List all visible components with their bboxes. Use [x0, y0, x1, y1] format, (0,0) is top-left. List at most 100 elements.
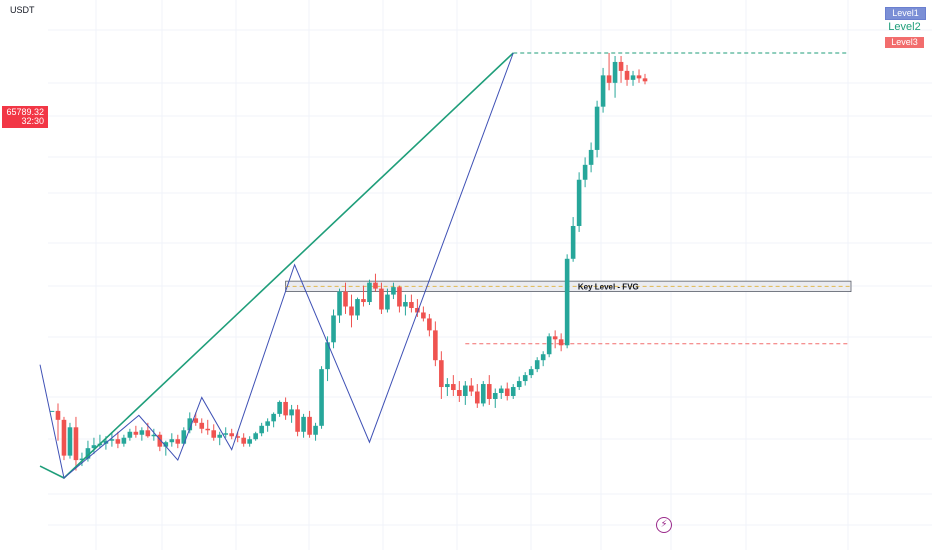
candle-body [103, 440, 109, 444]
candle-body [241, 437, 246, 444]
candle-body [181, 430, 187, 444]
candle-body [55, 410, 61, 420]
candle-body [49, 410, 55, 412]
candle-body [612, 61, 618, 83]
candle-body [235, 436, 240, 438]
candle-body [564, 258, 570, 346]
candle-body [522, 375, 528, 382]
candle-body [480, 384, 486, 404]
candle-body [552, 336, 558, 340]
candle-body [109, 439, 115, 441]
candle-body [469, 385, 474, 392]
candle-body [79, 458, 85, 461]
candle-body [211, 430, 217, 438]
candle-body [91, 445, 97, 449]
candle-body [157, 434, 163, 447]
candle-body [588, 149, 594, 165]
overlay-lines [39, 52, 514, 479]
candle-body [367, 282, 372, 303]
candle-body [504, 388, 510, 396]
candle-body [427, 318, 432, 331]
candle-body [409, 302, 414, 308]
candle-body [145, 430, 151, 437]
candle-body [486, 384, 492, 399]
candle-body [528, 369, 534, 376]
candle-body [151, 434, 157, 437]
dashed-levels [465, 52, 848, 345]
candle-body [510, 387, 516, 396]
candle-body [373, 282, 378, 289]
legend-level3[interactable]: Level3 [885, 37, 924, 48]
candle-body [534, 360, 540, 370]
candle-body [474, 391, 480, 404]
zigzag-line [39, 52, 514, 479]
candle-body [163, 442, 169, 447]
candle-body [313, 425, 318, 435]
lightning-icon[interactable]: ⚡ [656, 517, 672, 533]
candle-body [115, 439, 121, 444]
candle-body [325, 342, 330, 370]
candle-body [457, 390, 462, 396]
candle-body [271, 413, 276, 422]
candle-body [618, 61, 624, 71]
candle-body [283, 401, 288, 416]
candle-body [121, 437, 127, 444]
candle-body [576, 179, 582, 226]
candle-body [247, 439, 252, 444]
candle-body [606, 75, 612, 83]
candle-body [337, 291, 342, 316]
candle-body [600, 75, 606, 107]
candle-body [307, 416, 312, 435]
candle-body [546, 336, 552, 355]
candle-body [223, 433, 229, 435]
candle-body [385, 294, 390, 310]
candle-body [85, 448, 91, 459]
candle-body [169, 439, 175, 443]
candle-body [582, 164, 588, 180]
candle-body [451, 384, 456, 391]
legend-level2[interactable]: Level2 [888, 21, 921, 33]
candle-body [277, 401, 282, 414]
bar-countdown: 32:30 [21, 116, 44, 126]
candle-body [433, 330, 438, 361]
candle-body [415, 308, 420, 313]
last-price: 65789.32 [6, 107, 44, 117]
candle-body [67, 427, 73, 456]
last-price-tag: 65789.32 32:30 [2, 106, 48, 128]
candle-body [295, 409, 300, 432]
candle-body [463, 385, 468, 396]
candle-body [199, 422, 205, 429]
candle-body [636, 75, 642, 79]
candle-body [301, 416, 306, 432]
candle-body [642, 78, 648, 82]
candle-body [259, 425, 264, 434]
candle-body [139, 430, 145, 435]
candle-body [193, 418, 199, 423]
candle-body [594, 106, 600, 150]
candle-body [624, 70, 630, 80]
currency-label: USDT [10, 5, 35, 15]
candles [49, 53, 648, 471]
candle-body [492, 393, 498, 399]
candle-body [391, 287, 396, 295]
candle-body [319, 369, 324, 426]
candle-body [73, 427, 79, 461]
candle-body [331, 315, 336, 343]
candle-body [379, 288, 384, 310]
candle-body [540, 354, 546, 361]
candle-body [265, 421, 270, 426]
candle-body [421, 312, 426, 319]
candle-body [289, 409, 294, 416]
candle-body [403, 302, 408, 307]
candle-body [498, 388, 504, 393]
candle-body [349, 306, 354, 316]
trendline [39, 52, 514, 479]
candle-body [439, 360, 444, 388]
candle-body [397, 287, 402, 307]
fvg-label: Key Level - FVG [578, 282, 639, 291]
candle-body [253, 433, 258, 440]
candle-body [355, 299, 360, 316]
legend-level1[interactable]: Level1 [885, 7, 926, 20]
